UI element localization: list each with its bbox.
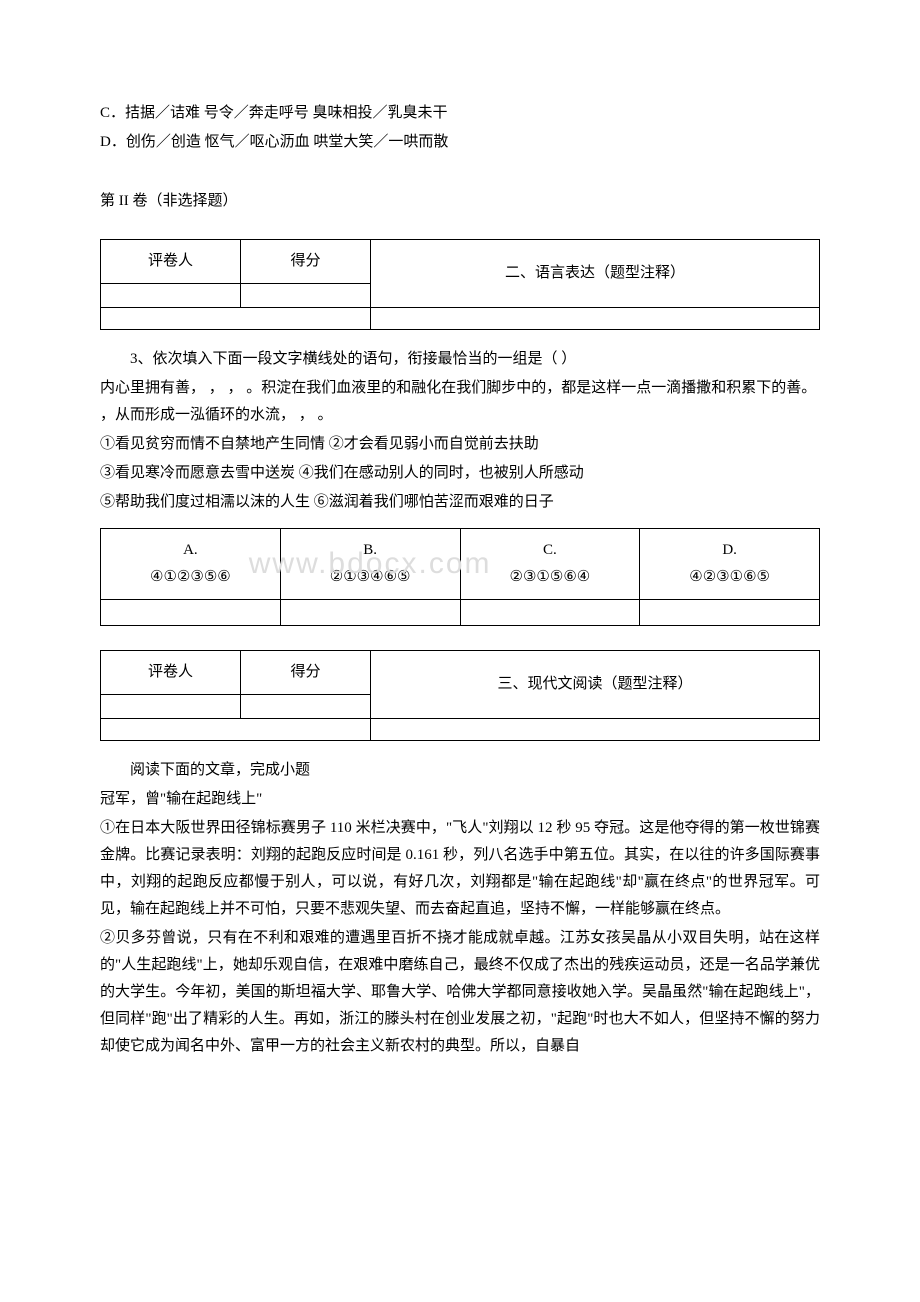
score-table-3-bottom-left (101, 719, 371, 741)
q3-prompt: 3、依次填入下面一段文字横线处的语句，衔接最恰当的一组是（ ） (100, 346, 820, 373)
choice-bottom-a (101, 600, 281, 626)
section-3-title: 三、现代文阅读（题型注释） (371, 651, 820, 719)
score-table-bottom-left (101, 308, 371, 330)
choice-c-value: ②③①⑤⑥④ (510, 569, 591, 585)
choice-a: A. ④①②③⑤⑥ (101, 529, 281, 600)
q3-choice-table: A. ④①②③⑤⑥ B. ②①③④⑥⑤ www.bdocx.com C. ②③①… (100, 528, 820, 626)
choice-b-value: ②①③④⑥⑤ (330, 569, 411, 585)
grader-value (101, 284, 241, 308)
grader-label: 评卷人 (101, 240, 241, 284)
passage-title: 冠军，曾"输在起跑线上" (100, 786, 820, 813)
score-value (241, 284, 371, 308)
choice-c: C. ②③①⑤⑥④ (460, 529, 640, 600)
choice-a-value: ④①②③⑤⑥ (150, 569, 231, 585)
choice-d-label: D. (722, 542, 737, 558)
section-2-title: 二、语言表达（题型注释） (371, 240, 820, 308)
q3-item3: ⑤帮助我们度过相濡以沫的人生 ⑥滋润着我们哪怕苦涩而艰难的日子 (100, 489, 820, 516)
passage-intro: 阅读下面的文章，完成小题 (100, 757, 820, 784)
score-table-bottom-right (371, 308, 820, 330)
choice-b: B. ②①③④⑥⑤ www.bdocx.com (280, 529, 460, 600)
q3-line1: 内心里拥有善， ， ， 。积淀在我们血液里的和融化在我们脚步中的，都是这样一点一… (100, 375, 820, 429)
choice-b-label: B. (363, 542, 377, 558)
score-table-section-3: 评卷人 得分 三、现代文阅读（题型注释） (100, 650, 820, 741)
q3-item2: ③看见寒冷而愿意去雪中送炭 ④我们在感动别人的同时，也被别人所感动 (100, 460, 820, 487)
choice-d-value: ④②③①⑥⑤ (689, 569, 770, 585)
section-2-header: 第 II 卷（非选择题） (100, 188, 820, 215)
option-c: C．拮据／诘难 号令／奔走呼号 臭味相投／乳臭未干 (100, 100, 820, 127)
score-table-section-2: 评卷人 得分 二、语言表达（题型注释） (100, 239, 820, 330)
choice-bottom-c (460, 600, 640, 626)
choice-a-label: A. (183, 542, 198, 558)
choice-bottom-b (280, 600, 460, 626)
option-d: D．创伤／创造 怄气／呕心沥血 哄堂大笑／一哄而散 (100, 129, 820, 156)
q3-item1: ①看见贫穷而情不自禁地产生同情 ②才会看见弱小而自觉前去扶助 (100, 431, 820, 458)
passage-p2: ②贝多芬曾说，只有在不利和艰难的遭遇里百折不挠才能成就卓越。江苏女孩吴晶从小双目… (100, 925, 820, 1060)
score-value-3 (241, 695, 371, 719)
choice-c-label: C. (543, 542, 557, 558)
choice-bottom-d (640, 600, 820, 626)
passage-p1: ①在日本大阪世界田径锦标赛男子 110 米栏决赛中，"飞人"刘翔以 12 秒 9… (100, 815, 820, 923)
choice-d: D. ④②③①⑥⑤ (640, 529, 820, 600)
score-label-3: 得分 (241, 651, 371, 695)
grader-label-3: 评卷人 (101, 651, 241, 695)
score-label: 得分 (241, 240, 371, 284)
grader-value-3 (101, 695, 241, 719)
score-table-3-bottom-right (371, 719, 820, 741)
